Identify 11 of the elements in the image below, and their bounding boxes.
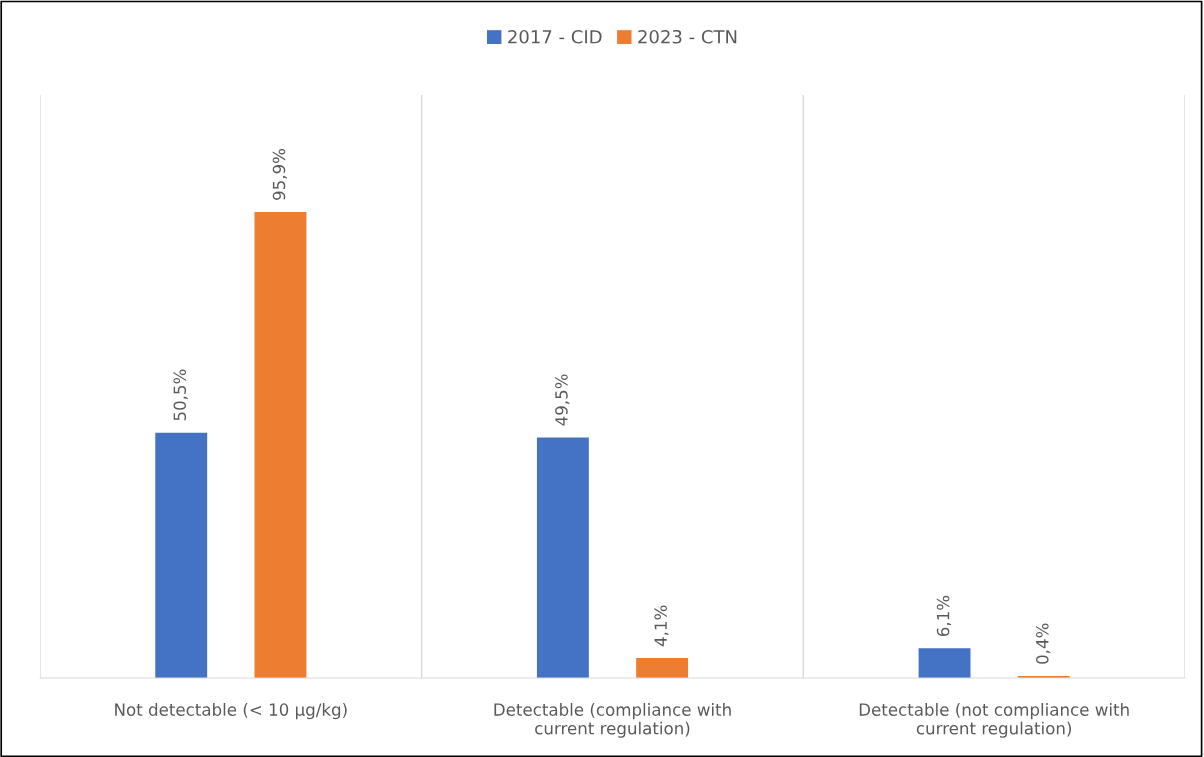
data-label: 50,5% [173, 369, 188, 421]
data-label: 95,9% [272, 148, 287, 200]
legend-label: 2017 - CID [508, 29, 602, 44]
x-tick-label: Detectable (compliance with current regulation) [494, 703, 731, 738]
x-tick-label: Detectable (not compliance with current regulation) [859, 703, 1129, 738]
x-tick-label: Not detectable (< 10 µg/kg) [115, 703, 347, 720]
data-label: 4,1% [654, 605, 669, 647]
data-label: 0,4% [1036, 623, 1051, 664]
data-label: 49,5% [555, 374, 570, 426]
data-label: 6,1% [936, 595, 952, 637]
legend-label: 2023 - CTN [638, 29, 737, 44]
